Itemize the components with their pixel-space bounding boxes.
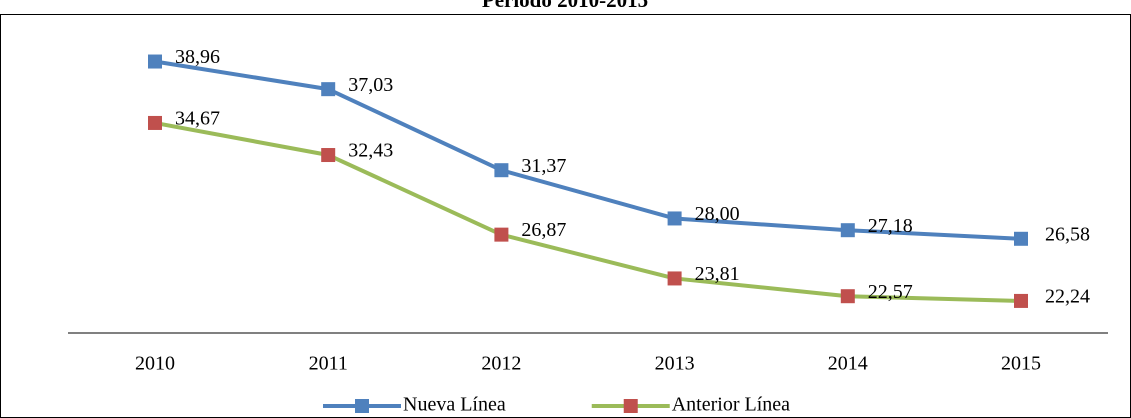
data-label: 26,58 [1045,223,1090,245]
series-line [154,120,1022,303]
point-marker [321,148,336,163]
series-line [154,59,1022,241]
point-marker [148,54,162,69]
data-label: 22,57 [868,281,913,303]
legend-label: Anterior Línea [672,394,790,416]
point-marker [494,227,509,242]
x-tick-label: 2015 [1001,353,1041,375]
point-marker [667,211,682,226]
point-marker [840,223,855,238]
x-tick-label: 2011 [309,353,348,375]
data-label: 23,81 [695,263,740,285]
data-label: 22,24 [1045,286,1090,308]
chart-frame [0,14,1131,418]
legend-marker [623,399,638,413]
x-tick-label: 2012 [481,353,521,375]
x-tick-label: 2013 [655,353,695,375]
data-label: 26,87 [521,219,566,241]
data-label: 38,96 [175,46,220,68]
data-label: 34,67 [175,108,220,130]
data-label: 28,00 [695,203,740,225]
point-marker [494,163,509,178]
point-marker [1014,231,1028,246]
legend-label: Nueva Línea [403,394,506,416]
data-label: 27,18 [868,215,913,237]
legend-marker [355,399,369,413]
data-label: 31,37 [521,155,566,177]
data-label: 37,03 [348,74,393,96]
data-label: 32,43 [348,140,393,162]
point-marker [321,82,336,97]
chart-title: Periodo 2010-2015 [482,0,648,12]
point-marker [148,115,162,130]
x-tick-label: 2010 [135,353,175,375]
point-marker [840,289,855,304]
x-tick-label: 2014 [828,353,868,375]
point-marker [1014,293,1028,308]
point-marker [667,271,682,286]
